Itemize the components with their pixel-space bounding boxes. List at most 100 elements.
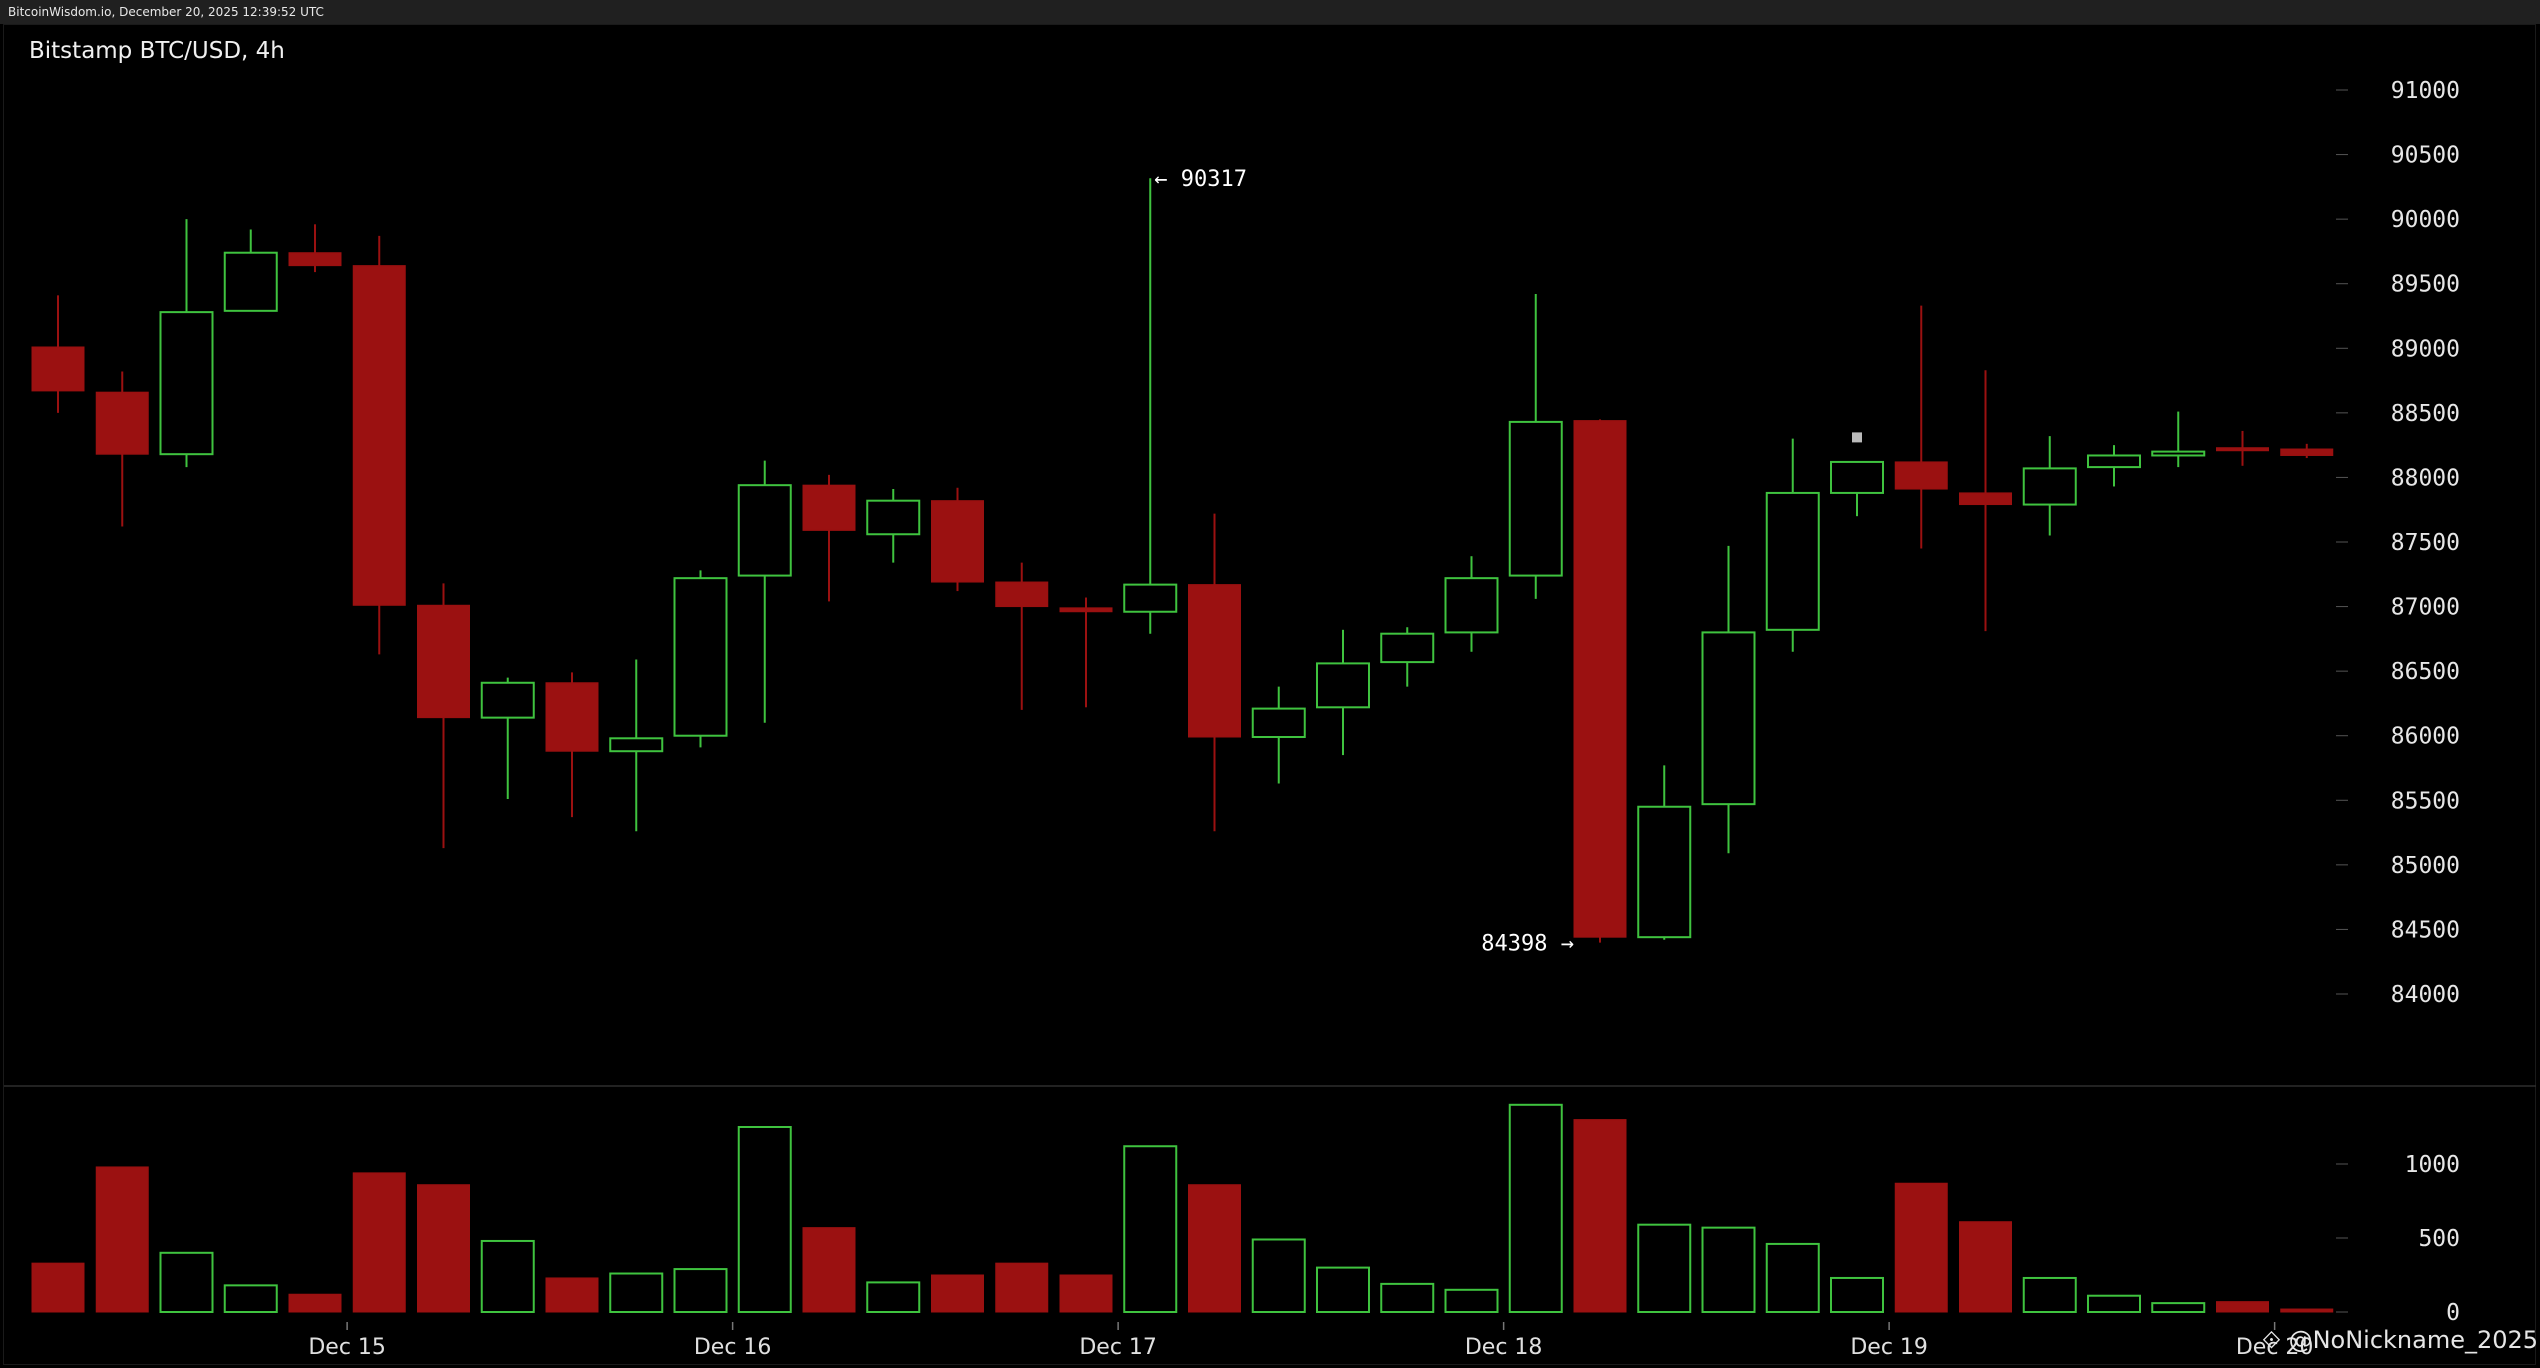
volume-bar-up — [1251, 1238, 1306, 1313]
date-tick-label: Dec 19 — [1850, 1335, 1928, 1360]
volume-bar-up — [1508, 1103, 1563, 1314]
watermark: ⟐ @NoNickname_2025 — [2262, 1326, 2538, 1354]
volume-bar-up — [1701, 1226, 1756, 1314]
price-tick-label: 85500 — [2391, 788, 2460, 814]
volume-bar-down — [1959, 1221, 2012, 1313]
candle-body-up — [480, 681, 535, 719]
candle-body-down — [2280, 448, 2334, 456]
candle-body-down — [2216, 447, 2269, 452]
volume-bar-down — [931, 1274, 984, 1313]
volume-bar-up — [1830, 1276, 1884, 1313]
price-tick-label: 84000 — [2391, 982, 2460, 1008]
price-tick-label: 88500 — [2391, 401, 2460, 427]
candle-body-up — [1251, 707, 1306, 739]
candle-body-down — [995, 581, 1049, 608]
price-tick-label: 86500 — [2391, 659, 2460, 685]
candle-body-up — [673, 577, 728, 737]
candle-body-up — [1380, 632, 1435, 664]
volume-bar-down — [31, 1262, 85, 1313]
volume-bar-down — [417, 1184, 470, 1313]
volume-bar-down — [1573, 1119, 1627, 1313]
volume-bar-down — [2280, 1308, 2334, 1313]
price-tick-label: 87500 — [2391, 530, 2460, 556]
price-tick-label: 84500 — [2391, 917, 2460, 943]
share-icon: ⟐ — [2262, 1326, 2281, 1354]
candle-body-down — [1059, 607, 1113, 613]
candle-body-up — [2151, 450, 2206, 457]
volume-bar-up — [609, 1272, 664, 1314]
volume-bar-down — [995, 1262, 1049, 1313]
date-tick-label: Dec 16 — [694, 1335, 772, 1360]
volume-tick-label: 1000 — [2405, 1152, 2460, 1178]
date-tick-label: Dec 17 — [1079, 1335, 1157, 1360]
candle-body-down — [1188, 584, 1241, 738]
candle-body-up — [1765, 491, 1820, 631]
price-tick-label: 91000 — [2391, 78, 2460, 104]
volume-tick-label: 0 — [2446, 1300, 2460, 1326]
candle-body-down — [288, 252, 342, 267]
candle-body-down — [1959, 492, 2012, 506]
candle-body-up — [1316, 662, 1370, 709]
volume-tick-label: 500 — [2418, 1226, 2460, 1252]
volume-bar-up — [1123, 1145, 1178, 1313]
candle-body-down — [417, 604, 470, 719]
date-tick-label: Dec 15 — [308, 1335, 386, 1360]
volume-bar-up — [1765, 1242, 1820, 1314]
date-tick-label: Dec 20 — [2236, 1335, 2314, 1360]
candle-body-down — [931, 500, 984, 583]
volume-bar-down — [1894, 1182, 1948, 1313]
candle-body-up — [2022, 467, 2077, 506]
volume-bar-down — [1059, 1274, 1113, 1313]
candle-body-up — [609, 737, 664, 753]
extreme-price-annotation: ← 90317 — [1154, 167, 1247, 192]
volume-bar-up — [223, 1284, 278, 1313]
source-timestamp: BitcoinWisdom.io, December 20, 2025 12:3… — [8, 5, 324, 19]
volume-bar-down — [802, 1227, 856, 1313]
candle-body-down — [95, 391, 149, 455]
volume-bar-down — [545, 1277, 599, 1313]
watermark-handle: @NoNickname_2025 — [2288, 1326, 2539, 1354]
price-tick-label: 85000 — [2391, 853, 2460, 879]
marker-square — [1852, 432, 1862, 443]
candle-body-up — [2087, 454, 2141, 469]
candle-body-up — [737, 484, 792, 577]
candle-body-down — [1573, 420, 1627, 938]
candle-body-up — [1637, 805, 1692, 939]
price-tick-label: 88000 — [2391, 465, 2460, 491]
volume-bar-up — [737, 1126, 792, 1313]
volume-bar-up — [2087, 1294, 2141, 1313]
price-tick-label: 89500 — [2391, 272, 2460, 298]
volume-bar-up — [2022, 1276, 2077, 1313]
candle-body-down — [545, 682, 599, 752]
top-info-bar: BitcoinWisdom.io, December 20, 2025 12:3… — [0, 0, 2540, 24]
price-tick-label: 90000 — [2391, 207, 2460, 233]
date-tick-label: Dec 18 — [1465, 1335, 1543, 1360]
candle-body-up — [866, 499, 921, 536]
candle-body-up — [1123, 583, 1178, 613]
extreme-price-annotation: 84398 → — [1481, 932, 1574, 957]
volume-bar-up — [159, 1251, 214, 1314]
candle-body-up — [159, 311, 214, 456]
volume-bar-up — [480, 1239, 535, 1313]
volume-bar-down — [2216, 1301, 2269, 1313]
volume-bar-down — [352, 1172, 406, 1313]
volume-bar-up — [673, 1268, 728, 1313]
volume-bar-down — [288, 1293, 342, 1313]
candle-body-down — [802, 484, 856, 531]
candle-body-down — [1894, 461, 1948, 490]
candle-body-up — [223, 251, 278, 312]
price-tick-label: 89000 — [2391, 336, 2460, 362]
candle-body-up — [1830, 460, 1884, 494]
volume-bar-up — [2151, 1302, 2206, 1313]
chart-title: Bitstamp BTC/USD, 4h — [29, 38, 285, 64]
price-tick-label: 90500 — [2391, 143, 2460, 169]
candle-body-up — [1444, 577, 1499, 634]
volume-bar-up — [866, 1281, 921, 1314]
volume-bar-up — [1444, 1288, 1499, 1314]
volume-bar-up — [1380, 1282, 1435, 1314]
candle-body-down — [31, 346, 85, 392]
volume-bar-up — [1637, 1223, 1692, 1314]
candle-body-down — [352, 265, 406, 606]
candle-body-up — [1508, 420, 1563, 577]
